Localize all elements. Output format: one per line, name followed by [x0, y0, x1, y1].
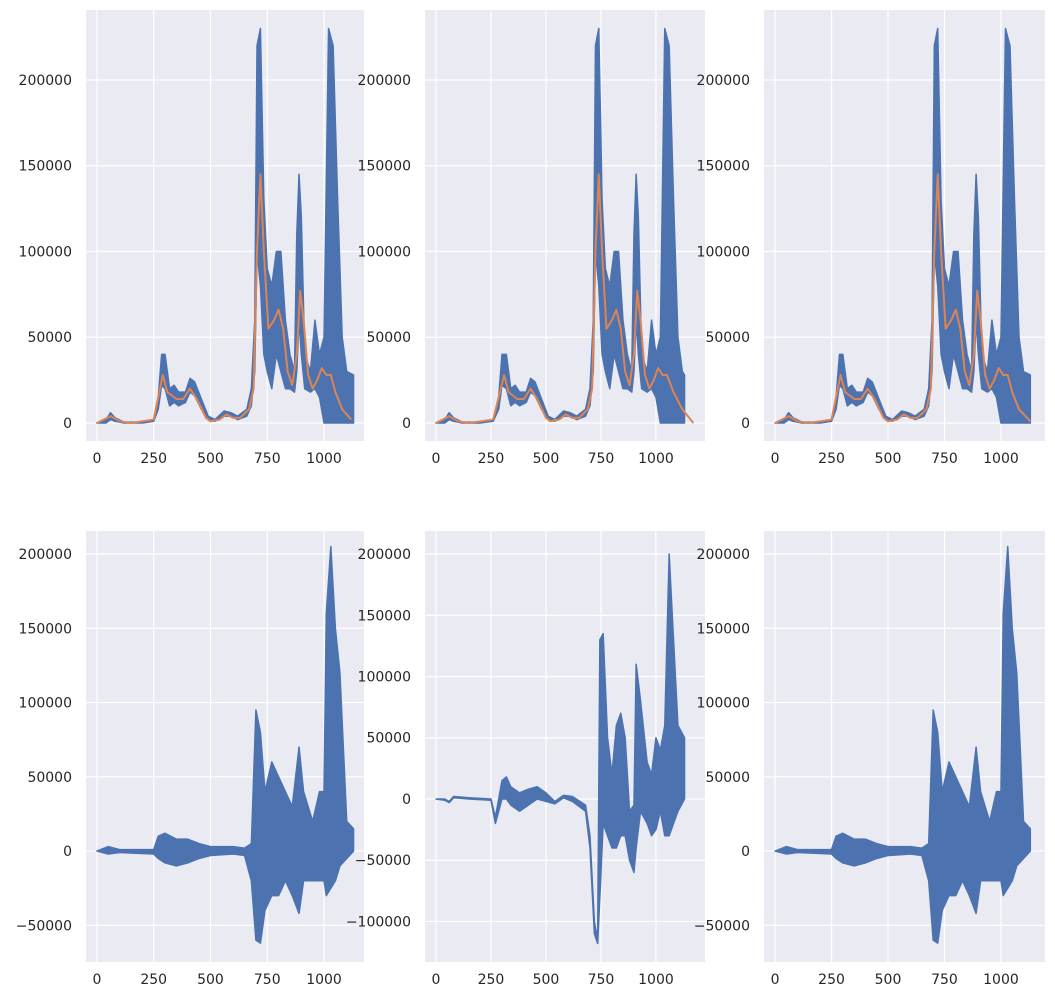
y-tick-label: 150000 [697, 159, 750, 175]
y-tick-label: −50000 [16, 918, 72, 934]
y-tick-label: 200000 [697, 73, 750, 89]
x-tick-label: 750 [254, 451, 281, 467]
subplot-bottom-middle: 0 250 500 750 1000 −100000 −50000 0 50000 100000 1… [346, 531, 705, 988]
y-tick-label: 0 [402, 792, 411, 808]
blue-series [774, 545, 1032, 944]
orange-series [774, 173, 1032, 424]
y-tick-label: 200000 [358, 547, 411, 563]
x-tick-label: 1000 [306, 451, 342, 467]
y-tick-label: 100000 [19, 244, 72, 260]
x-tick-label: 250 [478, 451, 505, 467]
x-tick-label: 1000 [306, 972, 342, 988]
y-tick-label: 0 [63, 844, 72, 860]
x-tick-label: 500 [533, 451, 560, 467]
x-tick-label: 0 [92, 451, 101, 467]
x-tick-label: 0 [432, 451, 441, 467]
x-tick-label: 750 [931, 451, 958, 467]
x-tick-label: 500 [875, 972, 902, 988]
y-tick-label: 50000 [366, 330, 411, 346]
y-tick-label: 50000 [366, 731, 411, 747]
x-tick-label: 500 [197, 451, 224, 467]
y-tick-label: 0 [63, 416, 72, 432]
y-tick-label: 150000 [19, 159, 72, 175]
x-tick-label: 500 [197, 972, 224, 988]
subplot-top-middle: 0 250 500 750 1000 0 50000 100000 150000 200000 [358, 10, 705, 467]
y-tick-label: 50000 [705, 770, 750, 786]
x-tick-label: 250 [478, 972, 505, 988]
plot-area [86, 531, 364, 962]
subplot-bottom-left: 0 250 500 750 1000 −50000 0 50000 100000 150000 20… [16, 531, 364, 988]
y-tick-label: 100000 [19, 696, 72, 712]
y-tick-label: 100000 [697, 244, 750, 260]
y-tick-label: 50000 [27, 770, 72, 786]
y-tick-label: 100000 [697, 696, 750, 712]
y-tick-label: 50000 [27, 330, 72, 346]
x-tick-label: 750 [931, 972, 958, 988]
x-tick-label: 0 [771, 972, 780, 988]
x-tick-label: 750 [588, 451, 615, 467]
y-tick-label: 0 [741, 844, 750, 860]
subplot-top-left: 0 250 500 750 1000 0 50000 100000 150000 200000 [19, 10, 364, 467]
y-tick-label: 200000 [697, 547, 750, 563]
blue-series [96, 545, 355, 944]
x-tick-label: 250 [818, 451, 845, 467]
y-tick-label: 100000 [358, 244, 411, 260]
plot-area [764, 531, 1045, 962]
x-tick-label: 250 [818, 972, 845, 988]
y-tick-label: 200000 [19, 547, 72, 563]
y-tick-label: −50000 [355, 853, 411, 869]
y-tick-label: 150000 [19, 621, 72, 637]
y-tick-label: 50000 [705, 330, 750, 346]
x-tick-label: 0 [771, 451, 780, 467]
y-tick-label: 150000 [358, 159, 411, 175]
orange-series [96, 173, 353, 424]
x-tick-label: 500 [875, 451, 902, 467]
y-tick-label: 150000 [358, 608, 411, 624]
x-tick-label: 250 [140, 972, 167, 988]
x-tick-label: 250 [140, 451, 167, 467]
y-tick-label: 150000 [697, 621, 750, 637]
x-tick-label: 750 [588, 972, 615, 988]
subplot-top-right: 0 250 500 750 1000 0 50000 100000 150000 200000 [697, 10, 1045, 467]
orange-series [435, 173, 695, 424]
x-tick-label: 1000 [638, 451, 674, 467]
blue-series [435, 553, 686, 945]
y-tick-label: 100000 [358, 670, 411, 686]
y-tick-label: 0 [741, 416, 750, 432]
x-tick-label: 1000 [638, 972, 674, 988]
x-tick-label: 0 [92, 972, 101, 988]
x-tick-label: 1000 [983, 972, 1019, 988]
y-tick-label: −100000 [346, 914, 411, 930]
x-tick-label: 750 [254, 972, 281, 988]
y-tick-label: 200000 [19, 73, 72, 89]
x-tick-label: 500 [533, 972, 560, 988]
y-tick-label: 0 [402, 416, 411, 432]
y-tick-label: −50000 [694, 918, 750, 934]
y-tick-label: 200000 [358, 73, 411, 89]
subplot-bottom-right: 0 250 500 750 1000 −50000 0 50000 100000 150000 20… [694, 531, 1045, 988]
x-tick-label: 0 [432, 972, 441, 988]
x-tick-label: 1000 [983, 451, 1019, 467]
